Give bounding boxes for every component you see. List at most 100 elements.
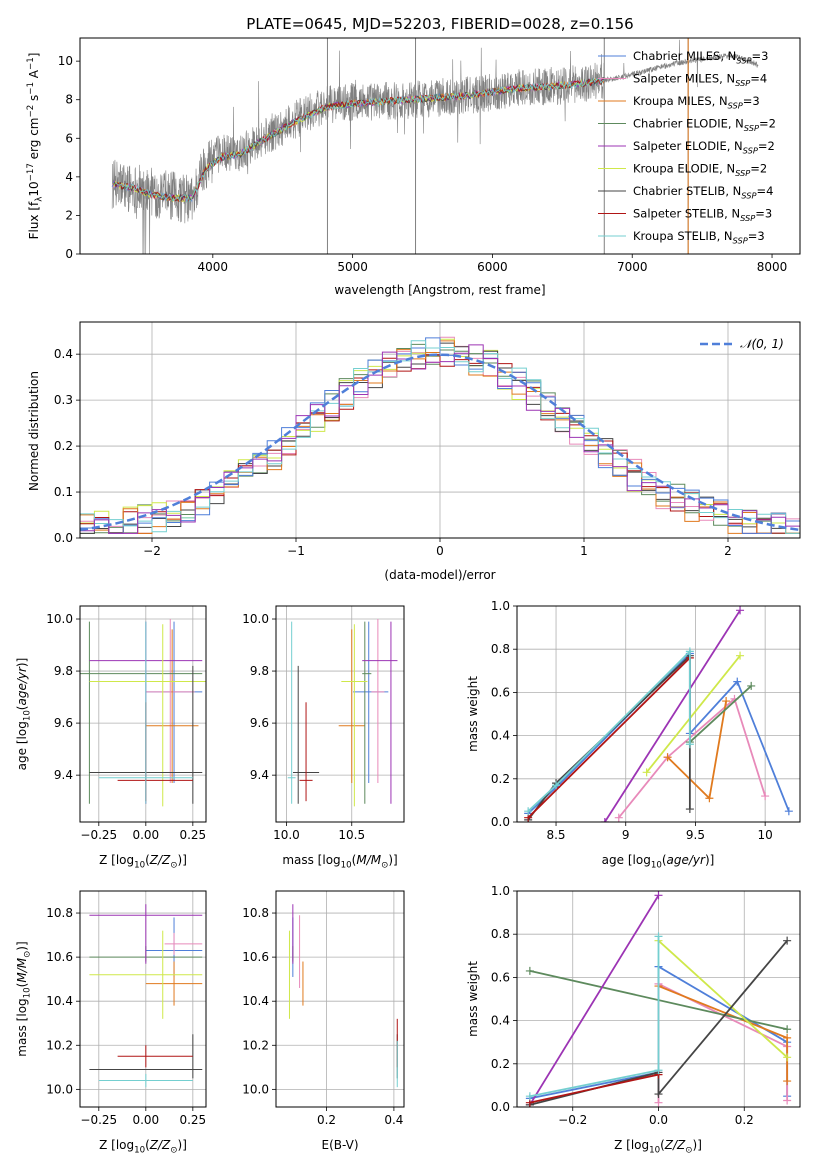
x-tick-label: 5000: [337, 260, 368, 274]
series-marker: [525, 1092, 534, 1101]
ticks: 4000 5000 6000 7000 8000 0 2 4 6 8 10: [58, 54, 788, 274]
histogram-salpeter-elodie: [80, 344, 800, 538]
x-axis-label: mass [log10(M/M⊙)]: [282, 853, 397, 871]
y-tick-label: 10.8: [242, 906, 269, 920]
legend-label-salpeter-elodie: Salpeter ELODIE, NSSP=2: [633, 139, 775, 155]
x-axis-label: (data-model)/error: [384, 568, 495, 582]
y-axis-label: Flux [fλ10−17 erg cm−2 s−1 A−1]: [26, 53, 45, 240]
y-tick-label: 10.8: [46, 906, 73, 920]
legend-label-normal: 𝒩(0, 1): [740, 337, 784, 351]
y-tick-label: 10.0: [242, 1082, 269, 1096]
errorbar-chabrier-elodie: [80, 621, 203, 804]
x-tick-label: −0.2: [558, 1113, 587, 1127]
series-kroupa-elodie: [642, 651, 745, 777]
y-axis-label: Normed distribution: [27, 371, 41, 491]
y-tick-label: 0.0: [54, 531, 73, 545]
ticks: 0.2 0.4 10.0 10.2 10.4 10.6 10.8: [242, 906, 403, 1127]
y-tick-label: 0.0: [491, 1100, 510, 1114]
series-kroupa-stelib: [525, 932, 663, 1101]
axes-4: 8.5 9 9.5 10 0.0 0.2 0.4 0.6 0.8 1.0: [491, 599, 801, 842]
errorbar-chabrier-elodie: [362, 621, 372, 804]
series-marker: [736, 606, 745, 615]
x-axis-label: age [log10(age/yr)]: [602, 853, 715, 871]
y-tick-label: 10.0: [242, 612, 269, 626]
plot-area: [287, 619, 398, 807]
y-tick-label: 10.2: [242, 1038, 269, 1052]
series-marker: [663, 753, 672, 762]
series-line: [529, 1073, 659, 1104]
legend-label-chabrier-elodie: Chabrier ELODIE, NSSP=2: [633, 117, 776, 133]
x-tick-label: 0.2: [317, 1113, 336, 1127]
series-marker: [783, 1033, 792, 1042]
y-tick-label: 10.6: [242, 950, 269, 964]
errorbar-kroupa-stelib: [98, 621, 193, 804]
x-tick-label: 9: [622, 828, 630, 842]
series-kroupa-miles: [654, 982, 792, 1086]
y-tick-label: 9.6: [54, 716, 73, 730]
legend-label-chabrier-stelib: Chabrier STELIB, NSSP=4: [633, 184, 773, 200]
x-axis-label: wavelength [Angstrom, rest frame]: [334, 283, 545, 297]
plot-area: [111, 38, 759, 254]
series-marker: [525, 966, 534, 975]
series-marker: [783, 1077, 792, 1086]
legend-label-salpeter-miles: Salpeter MILES, NSSP=4: [633, 72, 767, 88]
x-tick-label: 0.25: [179, 828, 206, 842]
y-tick-label: 8: [65, 93, 73, 107]
y-tick-label: 10.4: [46, 994, 73, 1008]
ticks: −0.25 0.00 0.25 9.4 9.6 9.8 10.0: [46, 612, 206, 842]
model-spectrum-salpeter-stelib: [114, 78, 604, 202]
y-tick-label: 0.4: [491, 729, 510, 743]
errorbar-kroupa-elodie: [341, 624, 368, 807]
axes-5: −0.25 0.00 0.25 10.0 10.2 10.4 10.6 10.8: [46, 890, 207, 1127]
x-tick-label: 0: [436, 544, 444, 558]
errorbar-kroupa-miles: [145, 629, 199, 783]
x-tick-label: 0.00: [132, 1113, 159, 1127]
errorbar-kroupa-miles: [145, 961, 203, 1006]
y-tick-label: 0.6: [491, 970, 510, 984]
plot-area: [89, 904, 203, 1088]
errorbar-salpeter-miles: [164, 932, 203, 955]
ticks: 8.5 9 9.5 10 0.0 0.2 0.4 0.6 0.8 1.0: [491, 599, 773, 842]
y-tick-label: 0.8: [491, 927, 510, 941]
series-line: [527, 657, 691, 819]
x-tick-label: 10.0: [273, 828, 300, 842]
legend: Chabrier MILES, NSSP=3 Salpeter MILES, NS…: [598, 49, 776, 245]
series-marker: [524, 807, 533, 816]
plot-area: [524, 606, 793, 822]
y-tick-label: 10.6: [46, 950, 73, 964]
legend-label-chabrier-miles: Chabrier MILES, NSSP=3: [633, 49, 768, 65]
x-tick-label: 9.5: [686, 828, 705, 842]
series-marker: [654, 1098, 663, 1107]
ticks: 10.0 10.5 9.4 9.6 9.8 10.0: [242, 612, 365, 842]
y-tick-label: 0.4: [54, 347, 73, 361]
x-tick-label: 10.5: [338, 828, 365, 842]
errorbar-salpeter-miles: [145, 619, 195, 783]
y-tick-label: 9.8: [250, 664, 269, 678]
x-tick-label: −0.25: [80, 1113, 117, 1127]
y-tick-label: 9.4: [54, 768, 73, 782]
series-kroupa-stelib: [524, 647, 694, 816]
y-tick-label: 0.1: [54, 485, 73, 499]
x-tick-label: 2: [724, 544, 732, 558]
y-tick-label: 0: [65, 247, 73, 261]
series-line: [527, 649, 691, 812]
series-line: [529, 894, 660, 1106]
x-tick-label: 0.0: [649, 1113, 668, 1127]
series-line: [618, 697, 767, 819]
x-axis-label: E(B-V): [321, 1138, 358, 1152]
plot-area: [80, 619, 206, 807]
series-marker: [736, 651, 745, 660]
x-tick-label: 0.4: [384, 1113, 403, 1127]
data-spectrum: [111, 39, 759, 254]
series-marker: [784, 807, 793, 816]
series-marker: [733, 677, 742, 686]
series-marker: [783, 1053, 792, 1062]
x-tick-label: 0.2: [735, 1113, 754, 1127]
x-tick-label: 0.25: [179, 1113, 206, 1127]
errorbar-salpeter-stelib: [117, 1045, 193, 1068]
y-axis-label-group: age [log10(age/yr)]: [15, 658, 33, 771]
series-marker: [783, 1025, 792, 1034]
y-axis-label: mass weight: [466, 676, 480, 752]
y-tick-label: 1.0: [491, 884, 510, 898]
